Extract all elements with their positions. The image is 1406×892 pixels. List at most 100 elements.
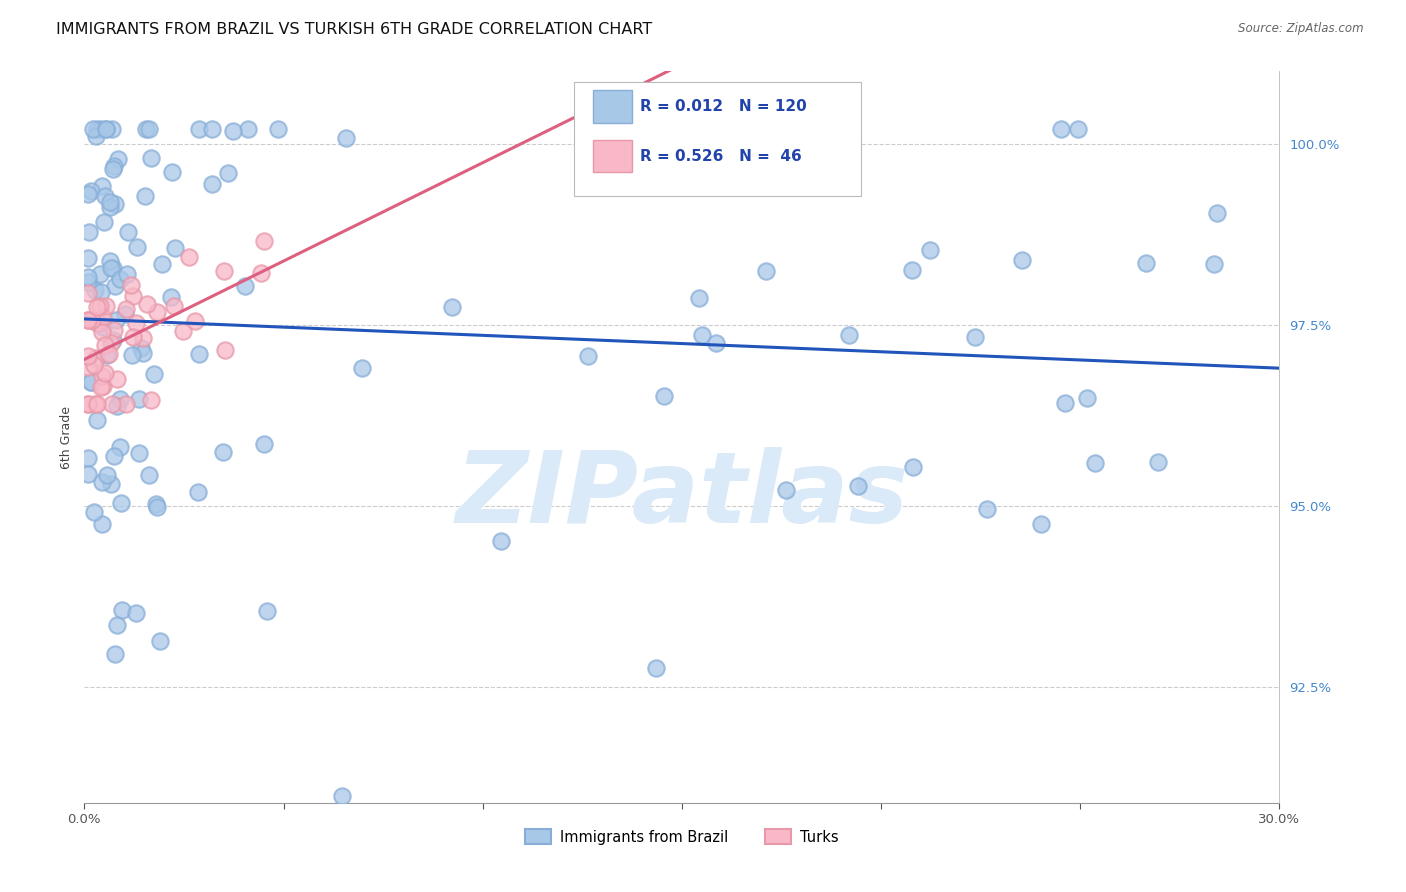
Point [83, 397, 105, 411]
Point [838, 328, 860, 343]
Point [101, 397, 124, 411]
Point [644, 661, 666, 675]
Point [103, 323, 125, 337]
Point [107, 399, 129, 413]
Point [253, 235, 276, 249]
Point [755, 264, 778, 278]
Point [84, 351, 107, 365]
Point [965, 330, 987, 344]
Point [138, 122, 160, 136]
Point [94, 299, 117, 313]
Point [212, 445, 235, 459]
Point [141, 392, 163, 407]
Point [201, 122, 224, 136]
Point [111, 603, 134, 617]
Point [90, 380, 112, 394]
Point [1053, 396, 1076, 410]
Point [103, 162, 125, 177]
Point [134, 188, 156, 202]
Point [252, 437, 274, 451]
Point [86, 301, 108, 315]
Point [1011, 252, 1033, 267]
Point [96, 122, 118, 136]
Point [135, 122, 157, 136]
Point [217, 166, 239, 180]
Point [77, 451, 100, 466]
Point [1050, 122, 1073, 136]
Point [163, 300, 186, 314]
Point [127, 240, 149, 254]
Point [187, 485, 209, 500]
Point [145, 500, 167, 514]
Point [491, 534, 513, 549]
Point [105, 372, 128, 386]
Point [91, 379, 114, 393]
FancyBboxPatch shape [593, 140, 631, 172]
Point [80, 184, 103, 198]
Point [105, 312, 128, 326]
Point [125, 316, 148, 330]
Point [117, 267, 139, 281]
Point [83, 505, 105, 519]
Point [110, 495, 132, 509]
FancyBboxPatch shape [575, 82, 862, 195]
Point [775, 483, 797, 498]
Point [183, 314, 205, 328]
Point [214, 343, 236, 358]
Point [139, 152, 162, 166]
Point [96, 468, 118, 483]
Point [86, 397, 108, 411]
Point [132, 346, 155, 360]
Point [77, 270, 100, 285]
Point [188, 347, 211, 361]
Point [83, 358, 105, 372]
Point [77, 251, 100, 265]
Point [98, 195, 121, 210]
Point [103, 450, 125, 464]
Point [108, 440, 131, 454]
Point [128, 392, 150, 406]
Point [918, 243, 941, 257]
Point [122, 330, 145, 344]
Point [104, 279, 127, 293]
Point [846, 479, 869, 493]
Point [107, 152, 129, 166]
Point [94, 338, 117, 352]
Point [98, 347, 121, 361]
Point [1084, 456, 1107, 470]
Point [124, 606, 146, 620]
Point [1135, 256, 1157, 270]
Point [103, 159, 125, 173]
Point [160, 290, 183, 304]
Point [91, 179, 114, 194]
Point [1202, 257, 1225, 271]
Point [84, 283, 107, 297]
Point [100, 476, 122, 491]
Point [77, 275, 100, 289]
Point [84, 128, 107, 143]
Point [162, 165, 184, 179]
Point [188, 122, 211, 136]
Text: IMMIGRANTS FROM BRAZIL VS TURKISH 6TH GRADE CORRELATION CHART: IMMIGRANTS FROM BRAZIL VS TURKISH 6TH GR… [56, 22, 652, 37]
Point [77, 397, 100, 411]
Point [77, 285, 100, 300]
Point [901, 460, 924, 475]
Point [82, 122, 104, 136]
Point [90, 285, 112, 300]
Point [177, 251, 200, 265]
Legend: Immigrants from Brazil, Turks: Immigrants from Brazil, Turks [519, 823, 845, 850]
Point [90, 122, 112, 136]
Point [117, 225, 139, 239]
Point [128, 445, 150, 459]
Point [222, 123, 245, 137]
Point [256, 604, 278, 618]
Point [115, 302, 138, 317]
Point [352, 360, 374, 375]
Point [1029, 516, 1052, 531]
Point [1076, 392, 1098, 406]
Point [94, 366, 117, 380]
Point [77, 359, 100, 374]
Point [135, 297, 157, 311]
Text: R = 0.012   N = 120: R = 0.012 N = 120 [640, 99, 807, 114]
Point [89, 316, 111, 330]
